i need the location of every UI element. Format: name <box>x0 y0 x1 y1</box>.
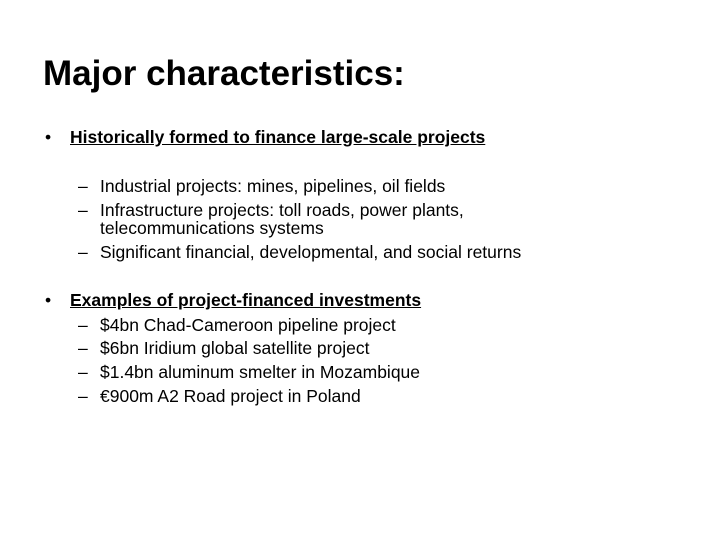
dash-icon: – <box>78 362 88 382</box>
list-item: Infrastructure projects: toll roads, pow… <box>100 200 464 238</box>
list-item: €900m A2 Road project in Poland <box>100 386 361 406</box>
dash-icon: – <box>78 242 88 262</box>
list-item: Industrial projects: mines, pipelines, o… <box>100 176 446 196</box>
bullet-icon: • <box>45 127 52 147</box>
slide-title: Major characteristics: <box>43 54 405 93</box>
list-item: $6bn Iridium global satellite project <box>100 338 370 358</box>
bullet-icon: • <box>45 290 52 310</box>
dash-icon: – <box>78 315 88 335</box>
list-item: Significant financial, developmental, an… <box>100 242 522 262</box>
section-heading: Examples of project-financed investments <box>70 290 422 310</box>
dash-icon: – <box>78 176 88 196</box>
dash-icon: – <box>78 200 88 220</box>
dash-icon: – <box>78 338 88 358</box>
list-item: $1.4bn aluminum smelter in Mozambique <box>100 362 421 382</box>
section-heading: Historically formed to finance large-sca… <box>70 127 486 147</box>
list-item: $4bn Chad-Cameroon pipeline project <box>100 315 396 335</box>
dash-icon: – <box>78 386 88 406</box>
